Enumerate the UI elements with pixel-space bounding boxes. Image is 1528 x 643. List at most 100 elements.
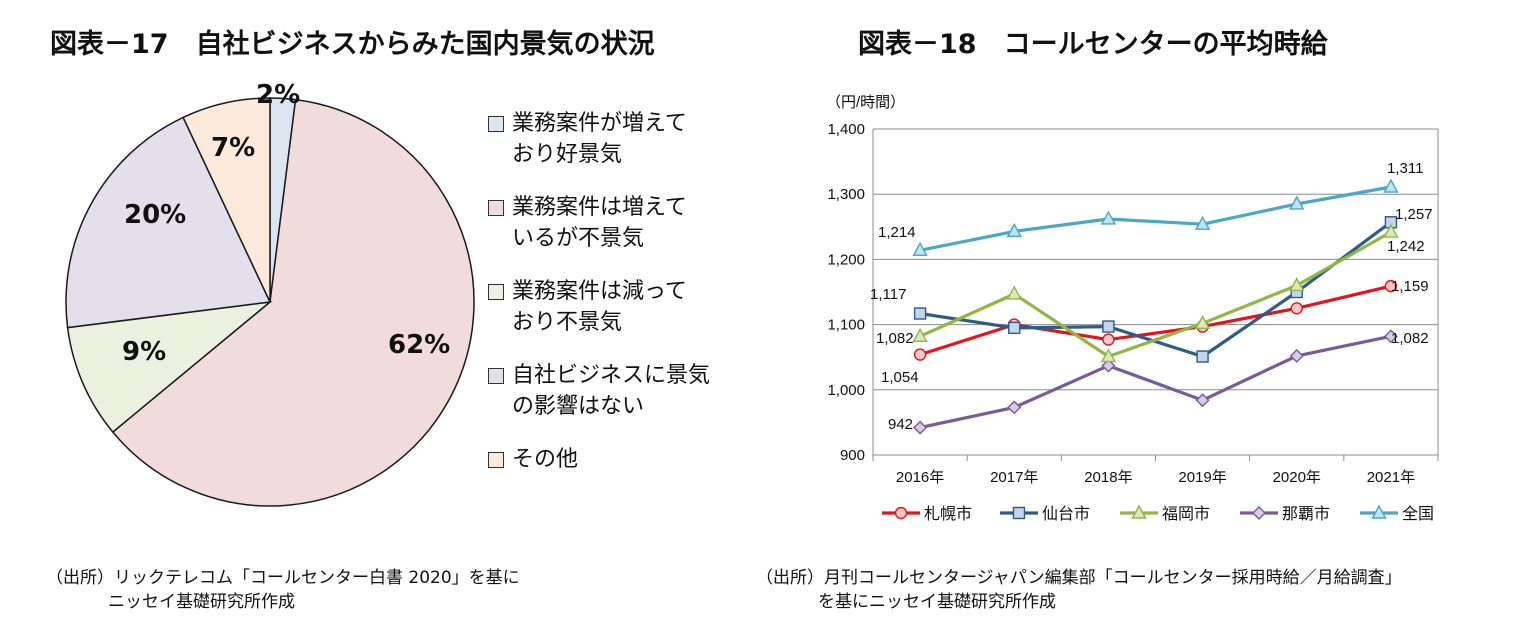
- data-point: [1101, 358, 1116, 373]
- data-point: [1194, 215, 1211, 230]
- data-label: 1,082: [1391, 330, 1429, 347]
- line-chart-title: 図表－18 コールセンターの平均時給: [858, 29, 1328, 60]
- data-point: [1384, 279, 1398, 293]
- legend-label: 業務案件が増えて: [512, 111, 687, 136]
- pie-slice: [111, 98, 475, 507]
- data-point: [912, 241, 928, 256]
- data-point: [1383, 223, 1399, 238]
- x-tick-label: 2020年: [1273, 469, 1321, 486]
- data-point: [913, 420, 928, 435]
- pie-legend-item: その他: [488, 444, 758, 475]
- legend-swatch: [488, 452, 504, 468]
- series-札幌市: [913, 279, 1398, 361]
- data-point: [1006, 285, 1022, 300]
- data-label: 1,082: [876, 330, 914, 347]
- series-line: [919, 185, 1392, 252]
- data-label: 942: [888, 416, 913, 433]
- pie-legend: 業務案件が増えて おり好景気 業務案件は増えて いるが不景気 業務案件は減って おり不…: [488, 108, 758, 497]
- data-label: 1,311: [1387, 160, 1423, 177]
- legend-label: おり好景気: [512, 142, 623, 167]
- pie-legend-item: 業務案件が増えて おり好景気: [488, 108, 758, 170]
- legend-label: 那覇市: [1282, 505, 1330, 523]
- y-tick-label: 1,000: [827, 382, 865, 399]
- legend-label: 自社ビジネスに景気: [512, 363, 711, 388]
- y-tick-label: 1,100: [827, 317, 865, 334]
- y-tick-label: 900: [840, 447, 865, 464]
- data-point: [1383, 178, 1399, 193]
- pie-legend-item: 業務案件は減って おり不景気: [488, 276, 758, 338]
- line-legend: 札幌市 仙台市 福岡市 那覇市 全国: [882, 504, 1434, 523]
- pie-slice: [65, 116, 272, 329]
- pie-chart: [65, 97, 475, 507]
- x-tick-label: 2018年: [1084, 469, 1132, 486]
- legend-label: 業務案件は増えて: [512, 195, 687, 220]
- legend-label: その他: [512, 447, 579, 472]
- series-line: [919, 334, 1392, 430]
- legend-swatch: [488, 368, 504, 384]
- data-point: [1289, 348, 1304, 363]
- data-point: [1290, 302, 1303, 315]
- pie-legend-item: 自社ビジネスに景気 の影響はない: [488, 360, 758, 422]
- y-tick-label: 1,400: [827, 121, 865, 138]
- data-label: 1,159: [1391, 278, 1429, 295]
- legend-swatch: [488, 284, 504, 300]
- source-line: （出所）リックテレコム「コールセンター白書 2020」を基に: [46, 568, 520, 588]
- legend-marker: [1252, 506, 1266, 520]
- pie-source-note: （出所）リックテレコム「コールセンター白書 2020」を基に ニッセイ基礎研究所…: [46, 566, 520, 614]
- legend-item: 札幌市: [882, 505, 972, 523]
- series-line: [919, 230, 1392, 359]
- legend-swatch: [488, 116, 504, 132]
- source-line: （出所）月刊コールセンタージャパン編集部「コールセンター採用時給／月給調査」: [756, 568, 1402, 588]
- source-line: を基にニッセイ基礎研究所作成: [818, 592, 1056, 612]
- data-point: [1194, 314, 1211, 329]
- data-point: [1102, 320, 1115, 333]
- legend-label: おり不景気: [512, 310, 623, 335]
- line-chart: 900 1,000 1,100 1,200 1,300 1,400 2016年 2017年 20…: [826, 94, 1439, 523]
- data-point: [1195, 393, 1210, 408]
- data-point: [1289, 195, 1305, 210]
- legend-item: 福岡市: [1120, 504, 1210, 523]
- legend-label: 業務案件は減って: [512, 279, 687, 304]
- y-tick-label: 1,300: [827, 186, 865, 203]
- legend-label: 札幌市: [924, 505, 972, 523]
- pie-slice: [66, 300, 273, 434]
- legend-item: 仙台市: [1000, 505, 1090, 523]
- data-label: 1,117: [870, 286, 906, 303]
- pie-chart-title: 図表－17 自社ビジネスからみた国内景気の状況: [50, 29, 655, 60]
- data-label: 1,214: [878, 224, 916, 241]
- pie-label-9pct: 9%: [122, 337, 167, 367]
- legend-item: 全国: [1360, 504, 1434, 523]
- y-tick-label: 1,200: [827, 251, 865, 268]
- series-福岡市: [912, 223, 1399, 363]
- series-全国: [912, 178, 1399, 256]
- data-point: [1100, 210, 1117, 225]
- data-point: [912, 327, 928, 343]
- data-point: [1196, 350, 1209, 363]
- pie-label-20pct: 20%: [124, 200, 187, 230]
- source-line: ニッセイ基礎研究所作成: [108, 592, 295, 612]
- legend-label: 福岡市: [1162, 505, 1210, 523]
- data-point: [1006, 222, 1022, 238]
- pie-label-7pct: 7%: [211, 133, 256, 163]
- pie-label-2pct: 2%: [256, 80, 301, 110]
- pie-slice: [182, 97, 271, 303]
- series-line: [919, 220, 1392, 359]
- legend-label: 全国: [1402, 505, 1434, 523]
- data-label: 1,257: [1395, 206, 1433, 223]
- data-point: [1100, 348, 1117, 363]
- series-line: [919, 284, 1392, 357]
- pie-legend-item: 業務案件は増えて いるが不景気: [488, 192, 758, 254]
- pie-label-62pct: 62%: [388, 330, 451, 360]
- line-source-note: （出所）月刊コールセンタージャパン編集部「コールセンター採用時給／月給調査」 を…: [756, 566, 1402, 614]
- series-那覇市: [913, 329, 1398, 435]
- data-point: [1289, 277, 1305, 292]
- data-point: [913, 307, 927, 320]
- data-point: [1008, 321, 1021, 335]
- legend-swatch: [488, 200, 504, 216]
- legend-label: いるが不景気: [512, 226, 645, 251]
- data-point: [1383, 329, 1398, 344]
- x-tick-label: 2021年: [1367, 469, 1415, 486]
- x-tick-label: 2017年: [990, 469, 1038, 486]
- data-point: [1102, 333, 1115, 346]
- y-axis-unit-label: （円/時間）: [826, 94, 905, 111]
